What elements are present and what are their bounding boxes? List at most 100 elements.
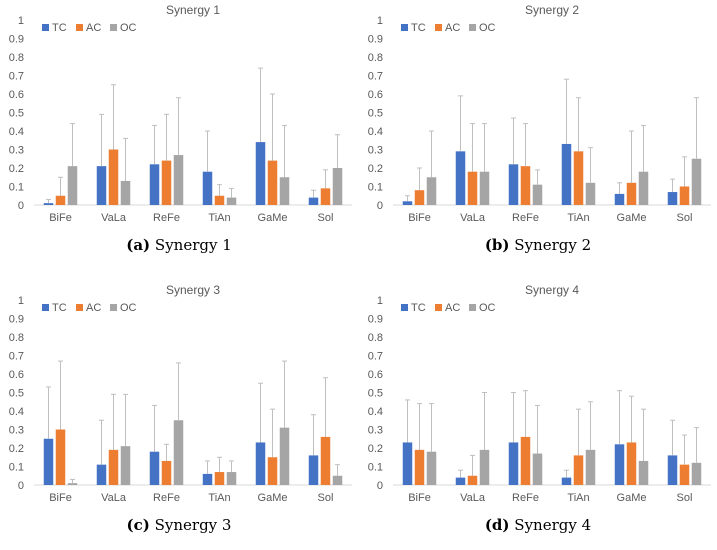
chart-3-legend-label-oc: OC bbox=[120, 302, 137, 314]
chart-2-xtick-label: GaMe bbox=[617, 212, 647, 224]
chart-4-ytick-label: 0.8 bbox=[368, 332, 383, 344]
chart-2-legend-swatch-ac bbox=[435, 24, 442, 31]
chart-1-bar-oc-tian bbox=[226, 197, 237, 205]
chart-4-bar-ac-refe bbox=[520, 436, 531, 485]
chart-3-ytick-label: 1 bbox=[18, 295, 24, 307]
chart-2-title: Synergy 2 bbox=[525, 3, 579, 17]
chart-2-bar-ac-refe bbox=[520, 166, 531, 205]
chart-4-xtick-label: VaLa bbox=[460, 492, 486, 504]
chart-1-xtick-label: ReFe bbox=[153, 212, 180, 224]
chart-4-bar-tc-bife bbox=[402, 442, 413, 485]
chart-1-ytick-label: 0.2 bbox=[9, 163, 24, 175]
chart-2-bar-oc-game bbox=[638, 171, 649, 205]
chart-4-bar-oc-vala bbox=[479, 449, 490, 485]
chart-1-legend-swatch-ac bbox=[76, 24, 83, 31]
chart-4-ytick-label: 1 bbox=[377, 295, 383, 307]
chart-1-ytick-label: 0.1 bbox=[9, 182, 24, 194]
chart-4-ytick-label: 0.2 bbox=[368, 443, 383, 455]
chart-2-ytick-label: 0.8 bbox=[368, 52, 383, 64]
chart-1-xtick-label: TiAn bbox=[208, 212, 230, 224]
chart-1-bar-oc-vala bbox=[120, 180, 131, 205]
chart-3-ytick-label: 0 bbox=[18, 480, 24, 492]
chart-3-bar-tc-tian bbox=[202, 473, 213, 485]
chart-3-caption-tag: (c) bbox=[126, 516, 150, 534]
chart-4-xtick-label: TiAn bbox=[567, 492, 589, 504]
chart-1-ytick-label: 1 bbox=[18, 15, 24, 27]
chart-2-bar-oc-sol bbox=[691, 158, 702, 205]
chart-2-bar-tc-tian bbox=[561, 143, 572, 205]
chart-3-legend-label-ac: AC bbox=[86, 302, 101, 314]
chart-3-legend-swatch-tc bbox=[42, 304, 49, 311]
chart-4-legend-label-oc: OC bbox=[479, 302, 496, 314]
chart-1-xtick-label: Sol bbox=[318, 212, 334, 224]
chart-4-ytick-label: 0.6 bbox=[368, 369, 383, 381]
chart-1-ytick-label: 0.4 bbox=[9, 126, 24, 138]
chart-1-xtick-label: BiFe bbox=[49, 212, 72, 224]
chart-1-bar-oc-bife bbox=[67, 166, 78, 205]
chart-4-bar-tc-refe bbox=[508, 442, 519, 485]
chart-3-plot: Synergy 3 0 0.1 0.2 0.3 0.4 0.5 0.6 0.7 0.8 0.9 1 Bi… bbox=[9, 283, 352, 504]
chart-1-bar-oc-refe bbox=[173, 155, 184, 205]
chart-4-bar-tc-tian bbox=[561, 477, 572, 485]
chart-1-bar-ac-vala bbox=[108, 149, 119, 205]
chart-4-caption-tag: (d) bbox=[484, 516, 510, 534]
chart-2-ytick-label: 0 bbox=[377, 200, 383, 212]
chart-2-xtick-label: VaLa bbox=[460, 212, 486, 224]
chart-3-bar-ac-game bbox=[267, 457, 278, 485]
chart-1-caption: (a) Synergy 1 bbox=[0, 236, 358, 254]
chart-3-xtick-label: ReFe bbox=[153, 492, 180, 504]
chart-1-bar-ac-game bbox=[267, 160, 278, 205]
chart-3-xtick-label: VaLa bbox=[101, 492, 127, 504]
chart-1-bar-tc-sol bbox=[308, 197, 319, 205]
chart-2-ytick-label: 0.5 bbox=[368, 108, 383, 120]
chart-2-bar-oc-bife bbox=[426, 177, 437, 205]
chart-3-ytick-label: 0.1 bbox=[9, 462, 24, 474]
chart-2-bar-ac-bife bbox=[414, 190, 425, 205]
chart-3-ytick-label: 0.7 bbox=[9, 351, 24, 363]
chart-4-legend-swatch-ac bbox=[435, 304, 442, 311]
chart-1-ytick-label: 0.3 bbox=[9, 145, 24, 157]
chart-4-bar-oc-sol bbox=[691, 462, 702, 485]
chart-2-bar-ac-vala bbox=[467, 171, 478, 205]
chart-3-bar-tc-refe bbox=[149, 451, 160, 485]
chart-3-bar-ac-sol bbox=[320, 436, 331, 485]
chart-4-ytick-label: 0.4 bbox=[368, 406, 383, 418]
chart-1-caption-tag: (a) bbox=[126, 236, 151, 254]
chart-1-ytick-label: 0 bbox=[18, 200, 24, 212]
chart-2-ytick-label: 0.6 bbox=[368, 89, 383, 101]
chart-2-legend-swatch-tc bbox=[401, 24, 408, 31]
chart-1-title: Synergy 1 bbox=[166, 3, 220, 17]
chart-3-bar-ac-bife bbox=[55, 429, 66, 485]
chart-2-bar-tc-refe bbox=[508, 164, 519, 205]
chart-1-bar-tc-refe bbox=[149, 164, 160, 205]
chart-panel-1: Synergy 1 0 0.1 0.2 0.3 0.4 0.5 0.6 0.7 0.8 0.9 1 Bi… bbox=[0, 0, 358, 270]
chart-2-xtick-label: TiAn bbox=[567, 212, 589, 224]
chart-1-ytick-label: 0.5 bbox=[9, 108, 24, 120]
chart-4-bar-oc-bife bbox=[426, 451, 437, 485]
chart-3-caption-text: Synergy 3 bbox=[154, 516, 232, 534]
chart-1-bar-tc-vala bbox=[96, 166, 107, 205]
chart-3-bar-oc-vala bbox=[120, 446, 131, 485]
chart-panel-2: Synergy 2 0 0.1 0.2 0.3 0.4 0.5 0.6 0.7 0.8 0.9 1 Bi… bbox=[359, 0, 717, 270]
chart-1-bar-oc-game bbox=[279, 177, 290, 205]
chart-4-legend-label-ac: AC bbox=[445, 302, 460, 314]
chart-4-bar-tc-game bbox=[614, 444, 625, 485]
chart-4-legend-label-tc: TC bbox=[411, 302, 426, 314]
chart-2-bar-tc-vala bbox=[455, 151, 466, 205]
chart-4-xtick-label: BiFe bbox=[408, 492, 431, 504]
chart-3-title: Synergy 3 bbox=[166, 283, 220, 297]
chart-4-title: Synergy 4 bbox=[525, 283, 579, 297]
chart-2-plot: Synergy 2 0 0.1 0.2 0.3 0.4 0.5 0.6 0.7 0.8 0.9 1 Bi… bbox=[368, 3, 711, 224]
chart-panel-4: Synergy 4 0 0.1 0.2 0.3 0.4 0.5 0.6 0.7 0.8 0.9 1 Bi… bbox=[359, 280, 717, 550]
chart-2-xtick-label: BiFe bbox=[408, 212, 431, 224]
chart-2-ytick-label: 0.4 bbox=[368, 126, 383, 138]
chart-3-bar-ac-refe bbox=[161, 460, 172, 485]
chart-2-bar-tc-bife bbox=[402, 201, 413, 205]
chart-2-bar-oc-refe bbox=[532, 184, 543, 205]
chart-4-bar-ac-bife bbox=[414, 449, 425, 485]
chart-4-bar-ac-vala bbox=[467, 475, 478, 485]
chart-3-bar-tc-vala bbox=[96, 464, 107, 485]
chart-1-ytick-label: 0.6 bbox=[9, 89, 24, 101]
chart-3-xtick-label: BiFe bbox=[49, 492, 72, 504]
chart-4-ytick-label: 0.9 bbox=[368, 314, 383, 326]
